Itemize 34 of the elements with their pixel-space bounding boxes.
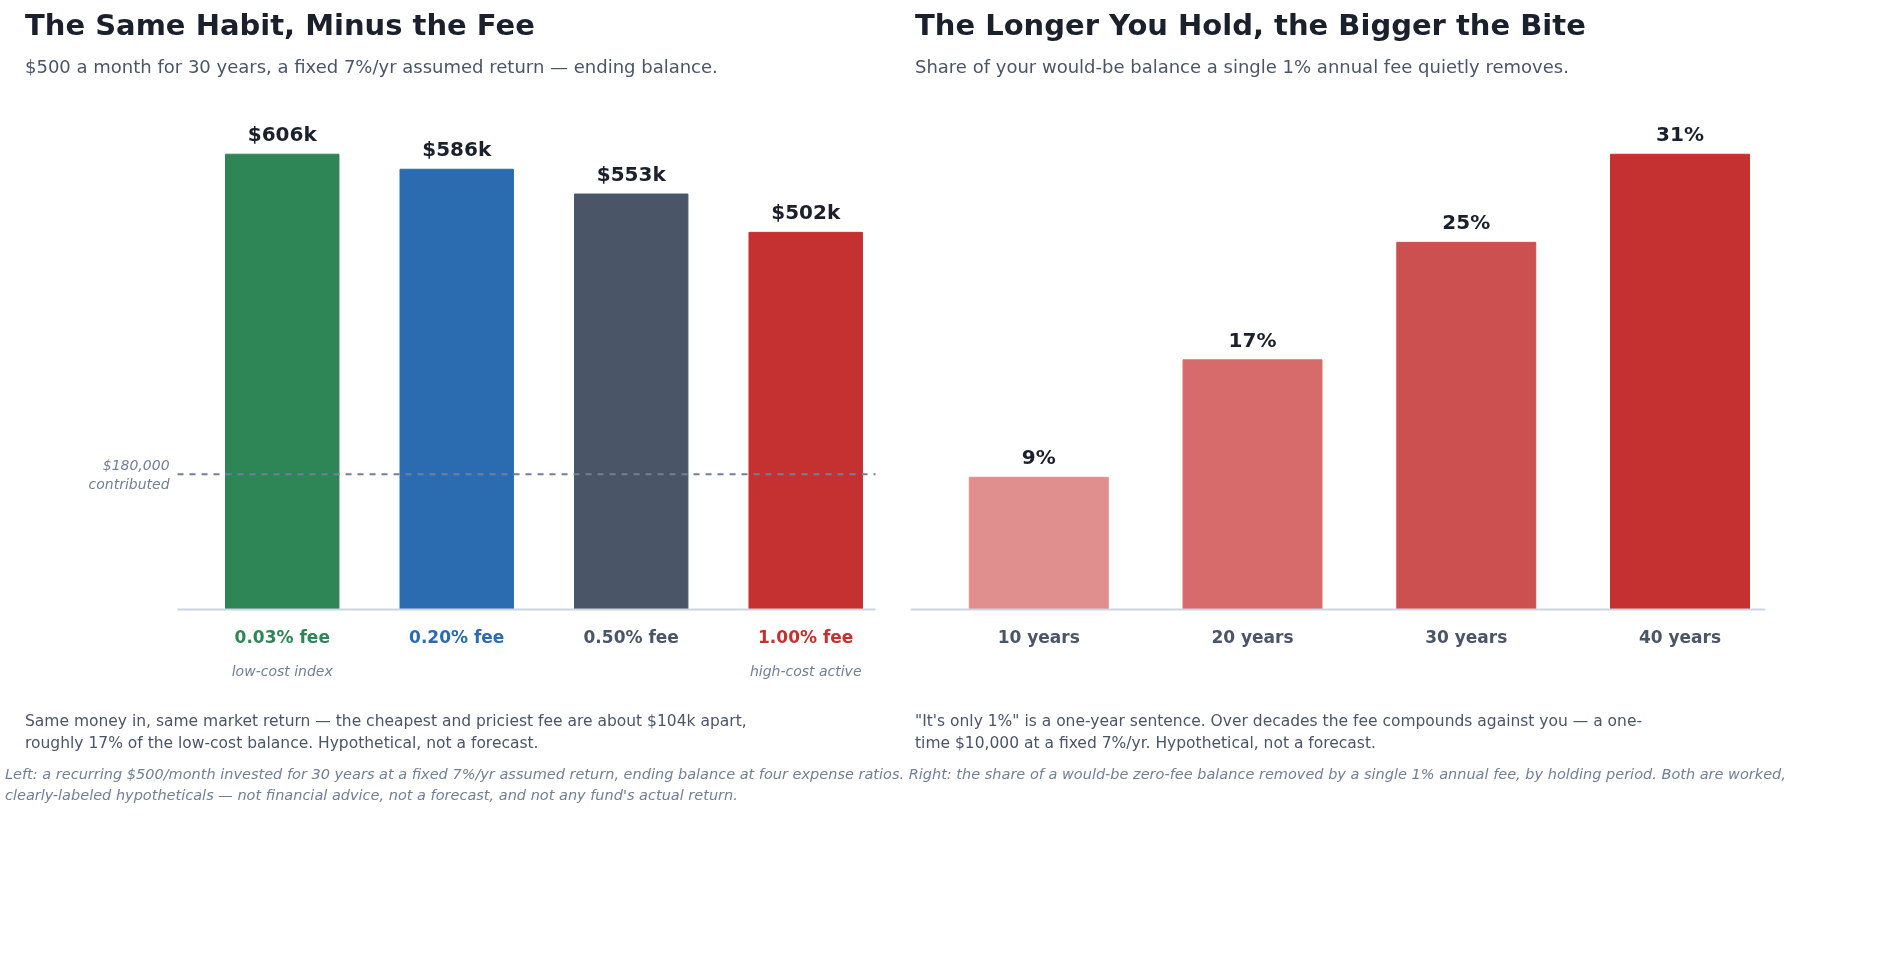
text: high-cost active xyxy=(749,663,862,680)
data-label: $606k xyxy=(247,122,318,147)
bar xyxy=(225,153,340,611)
data-label: 9% xyxy=(1021,445,1056,470)
x-tick-label: 40 years xyxy=(1638,627,1722,648)
chart-subtitle: $500 a month for 30 years, a fixed 7%/yr assumed return — ending balance. xyxy=(25,55,718,80)
ref-line-label: $180,000 contributed xyxy=(88,456,170,492)
text: low-cost index xyxy=(231,663,334,680)
chart-title: The Longer You Hold, the Bigger the Bite xyxy=(915,7,1586,44)
bar xyxy=(399,168,514,611)
data-label: 31% xyxy=(1656,122,1704,147)
bar xyxy=(1610,153,1750,611)
text: Left: a recurring $500/month invested for 30 years at a fixed 7%/yr assumed return, ending balance at four expense ratios. Right: the share of a would-be zero-fee balance removed by a single 1% annual fee, by holding period. Both are worked, clearly-labeled hypotheticals — not financial advice, not a forecast, and not any fund's actual return. xyxy=(5,765,1787,806)
bar xyxy=(1396,241,1537,611)
bar xyxy=(574,193,689,611)
data-label: $553k xyxy=(596,162,667,187)
data-label: 25% xyxy=(1442,210,1491,235)
bar xyxy=(1182,359,1323,611)
bar xyxy=(748,231,863,611)
chart-title: The Same Habit, Minus the Fee xyxy=(25,7,536,44)
text: "It's only 1%" is a one-year sentence. Over decades the fee compounds against you — a one-time $10,000 at a fixed 7%/yr. Hypothetical, not a forecast. xyxy=(915,711,1644,755)
x-tick-label: 1.00% fee xyxy=(758,627,854,648)
x-tick-label: 10 years xyxy=(997,627,1080,648)
data-label: $586k xyxy=(422,137,492,162)
text: Same money in, same market return — the cheapest and priciest fee are about $104k apart, roughly 17% of the low-cost balance. Hypothetical, not a forecast. xyxy=(25,711,748,755)
chart-subtitle: Share of your would-be balance a single 1% annual fee quietly removes. xyxy=(915,55,1570,80)
x-tick-label: 30 years xyxy=(1425,627,1508,648)
x-tick-label: 0.50% fee xyxy=(583,627,679,648)
data-label: $502k xyxy=(771,200,841,225)
x-tick-label: 20 years xyxy=(1211,627,1294,648)
data-label: 17% xyxy=(1228,327,1277,352)
x-tick-label: 0.03% fee xyxy=(234,627,330,648)
bar xyxy=(968,476,1109,611)
x-tick-label: 0.20% fee xyxy=(409,627,505,648)
